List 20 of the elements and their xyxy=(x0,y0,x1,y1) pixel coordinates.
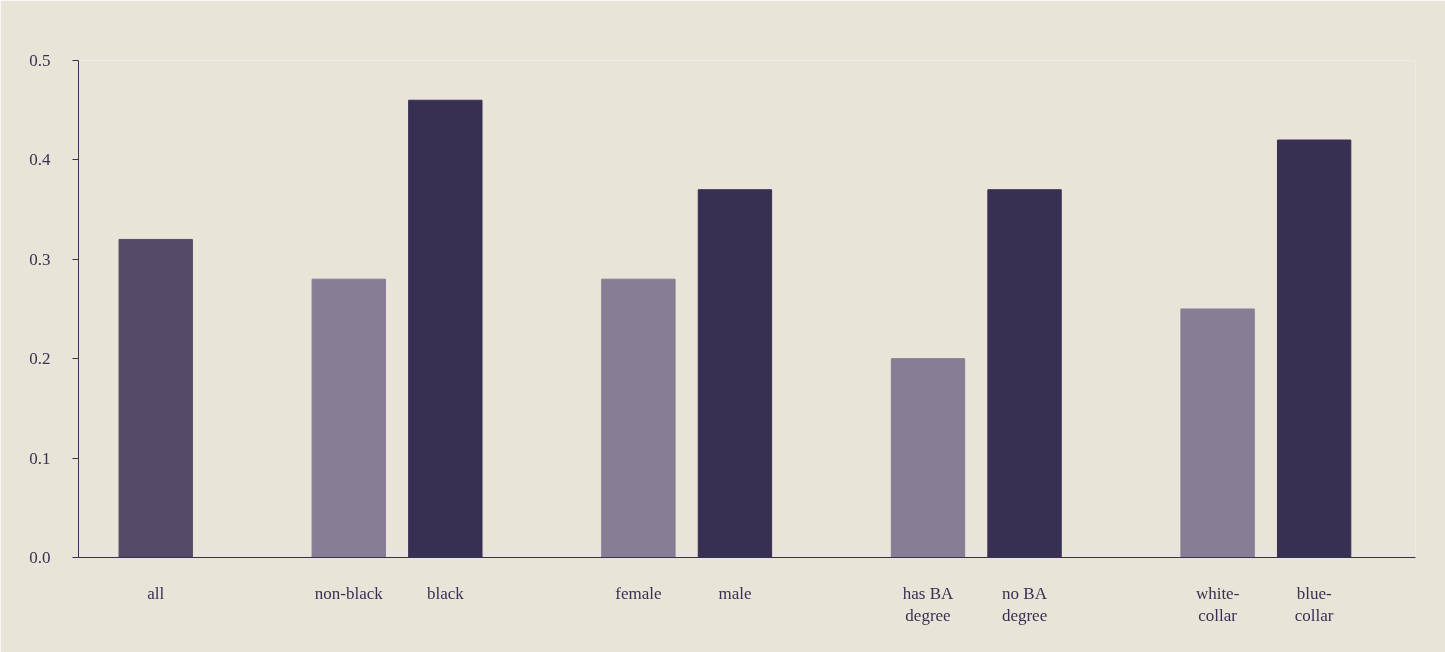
x-tick-label: has BA degree xyxy=(902,583,954,626)
bar xyxy=(1180,308,1255,558)
y-tick-label: 0.3 xyxy=(29,249,51,269)
y-tick-label: 0.1 xyxy=(29,448,51,468)
x-tick-label: male xyxy=(718,583,752,603)
x-tick-label: no BA degree xyxy=(1001,583,1048,626)
bar xyxy=(890,358,966,558)
y-tick-label: 0.4 xyxy=(29,150,51,170)
x-tick-label: black xyxy=(426,583,465,603)
x-tick-label: white- collar xyxy=(1195,583,1240,626)
x-tick-label: all xyxy=(147,583,165,603)
y-tick-label: 0.5 xyxy=(29,51,51,70)
bar xyxy=(118,238,193,558)
x-tick-label: non-black xyxy=(314,583,384,603)
y-tick-label: 0.0 xyxy=(29,548,51,567)
y-tick-label: 0.2 xyxy=(29,349,51,369)
bar xyxy=(601,278,676,558)
bar xyxy=(311,278,386,558)
x-tick-label: female xyxy=(615,583,662,603)
x-tick-label: blue- collar xyxy=(1294,583,1334,626)
